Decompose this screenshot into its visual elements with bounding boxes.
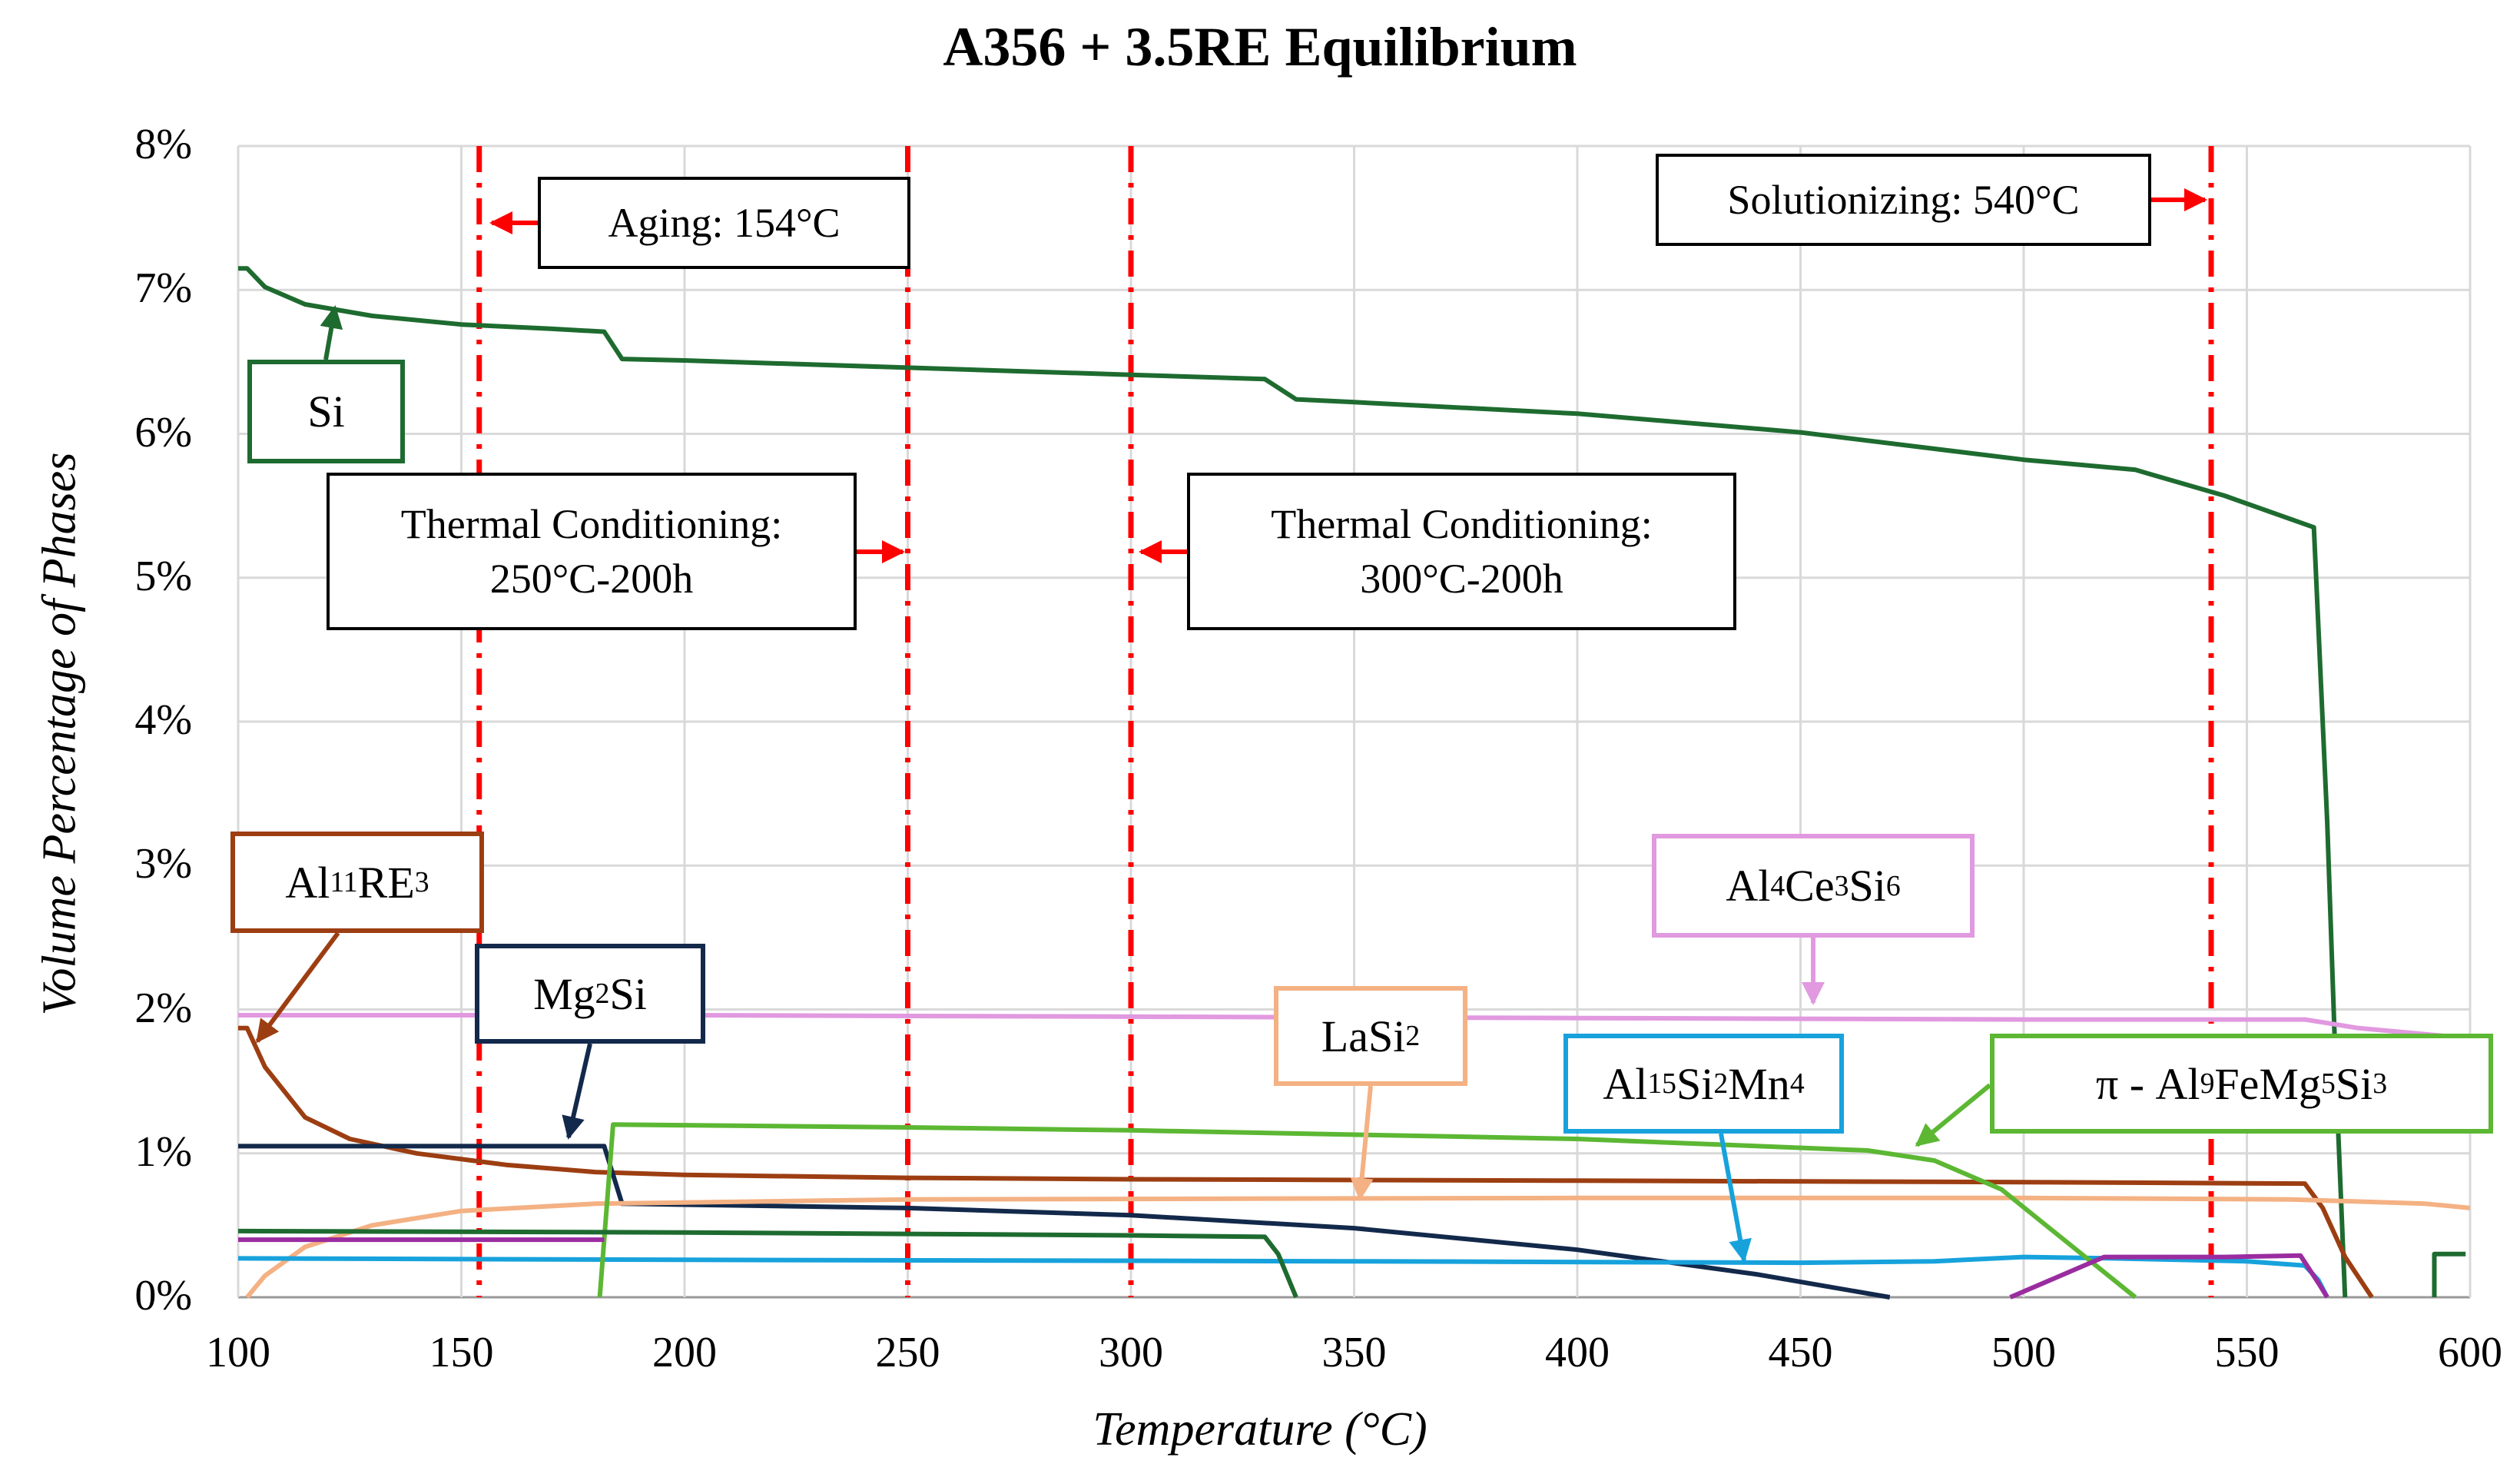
- series-line: [238, 1013, 2471, 1041]
- y-tick-label: 5%: [134, 552, 192, 600]
- x-tick-label: 500: [1991, 1329, 2056, 1376]
- tc250-line2: 250°C-200h: [489, 555, 694, 602]
- y-tick-label: 1%: [134, 1127, 192, 1176]
- arrow: [562, 1043, 592, 1140]
- series-line: [245, 1195, 2471, 1299]
- y-tick-label: 3%: [134, 840, 192, 888]
- arrow: [1350, 1085, 1374, 1201]
- mg2si-label: Mg 2 Si: [475, 944, 705, 1044]
- tc250-line1: Thermal Conditioning:: [400, 501, 783, 548]
- x-tick-label: 300: [1099, 1329, 1163, 1376]
- arrow: [255, 931, 340, 1044]
- y-tick-label: 0%: [134, 1272, 192, 1320]
- y-tick-label: 2%: [134, 984, 192, 1032]
- si-label-text: Si: [307, 387, 345, 437]
- solutionizing-text: Solutionizing: 540°C: [1727, 176, 2080, 223]
- series-line: [597, 1122, 2137, 1300]
- arrow: [1915, 1083, 1991, 1147]
- series-line: [237, 1228, 1298, 1299]
- al15si2mn4-label: Al 15 Si 2 Mn 4: [1563, 1034, 1844, 1134]
- x-tick-label: 550: [2214, 1329, 2280, 1376]
- y-tick-label: 8%: [134, 121, 192, 168]
- tc250-annotation: Thermal Conditioning: 250°C-200h: [327, 473, 857, 630]
- al11re3-label: Al 11 RE 3: [230, 832, 484, 933]
- aging-text: Aging: 154°C: [608, 199, 841, 246]
- si-label: Si: [247, 360, 405, 463]
- x-tick-label: 150: [429, 1329, 494, 1376]
- pi-phase-label: π - Al 9 FeMg 5 Si 3: [1990, 1034, 2493, 1134]
- x-tick-label: 250: [875, 1329, 940, 1376]
- y-tick-label: 4%: [134, 696, 192, 744]
- tc300-line1: Thermal Conditioning:: [1271, 501, 1653, 548]
- x-tick-label: 350: [1321, 1329, 1387, 1376]
- tc300-line2: 300°C-200h: [1360, 555, 1563, 602]
- series-line: [2432, 1251, 2466, 1297]
- lasi2-label: LaSi 2: [1274, 986, 1467, 1086]
- solutionizing-annotation: Solutionizing: 540°C: [1656, 154, 2151, 246]
- chart-title: A356 + 3.5RE Equilibrium: [943, 16, 1577, 78]
- x-tick-label: 400: [1545, 1329, 1610, 1376]
- y-tick-label: 7%: [134, 264, 192, 313]
- x-tick-label: 450: [1768, 1329, 1833, 1376]
- arrow: [1719, 1133, 1752, 1263]
- label-arrows: [255, 188, 2207, 1263]
- series-lines: [237, 266, 2471, 1300]
- series-line: [238, 1144, 1891, 1300]
- al4ce3si6-label: Al 4 Ce 3 Si 6: [1652, 834, 1975, 938]
- y-tick-label: 6%: [134, 408, 192, 456]
- x-tick-label: 200: [652, 1329, 717, 1376]
- y-axis-label: Volume Percentage of Phases: [33, 452, 86, 1016]
- x-axis-label: Temperature (°C): [1093, 1403, 1427, 1456]
- x-tick-label: 600: [2438, 1329, 2502, 1376]
- x-tick-label: 100: [206, 1329, 270, 1376]
- series-line: [2009, 1253, 2329, 1300]
- series-line: [238, 1025, 2374, 1299]
- series-line: [238, 266, 2348, 1298]
- tc300-annotation: Thermal Conditioning: 300°C-200h: [1187, 473, 1736, 630]
- aging-annotation: Aging: 154°C: [538, 177, 910, 269]
- arrow: [320, 305, 343, 360]
